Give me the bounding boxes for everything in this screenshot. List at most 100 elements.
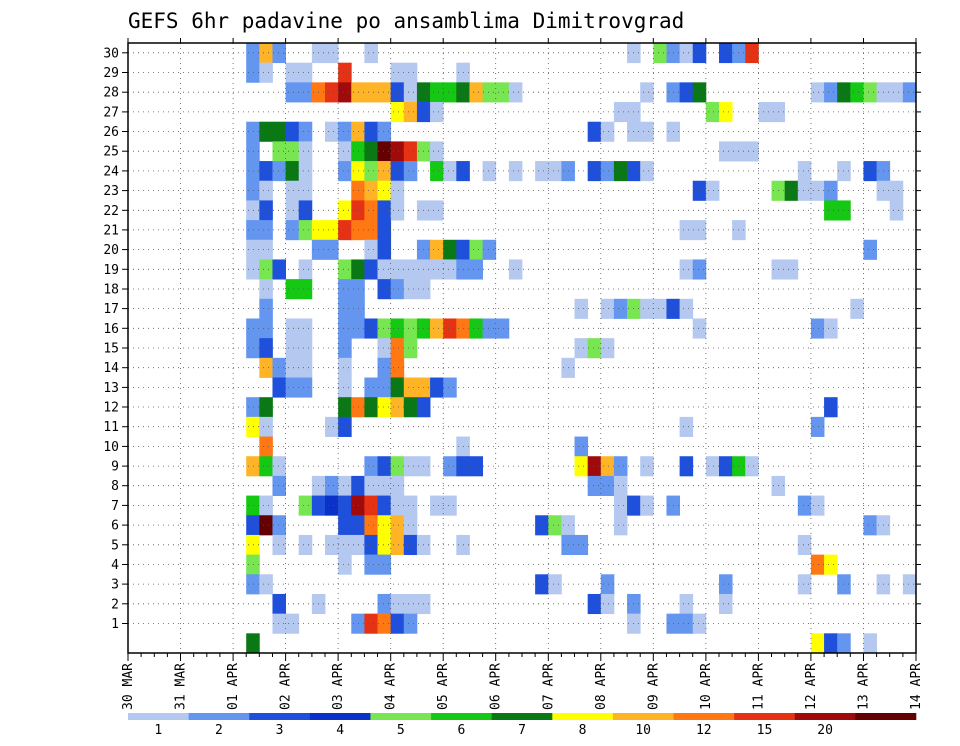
y-tick-label: 26 <box>103 125 119 140</box>
colorbar-label: 2 <box>215 723 223 738</box>
heatmap-cell <box>587 161 602 182</box>
heatmap-cell <box>574 298 589 319</box>
heatmap-cell <box>824 200 838 221</box>
colorbar-swatch <box>491 713 553 720</box>
heatmap-cell <box>679 43 694 64</box>
heatmap-cell <box>298 259 313 280</box>
chart-title: GEFS 6hr padavine po ansamblima Dimitrov… <box>128 9 684 33</box>
heatmap-cell <box>863 82 877 103</box>
heatmap-cell <box>325 239 339 260</box>
heatmap-cell <box>246 239 260 260</box>
heatmap-cell <box>600 593 615 615</box>
heatmap-cell <box>679 416 694 437</box>
colorbar-swatch <box>794 713 856 720</box>
heatmap-cell <box>600 121 615 142</box>
heatmap-cell <box>824 554 838 575</box>
colorbar-swatch <box>370 713 432 720</box>
heatmap-cell <box>298 62 313 83</box>
heatmap-cell <box>246 318 260 339</box>
heatmap-cell <box>364 318 378 339</box>
heatmap-cell <box>653 43 667 64</box>
heatmap-cell <box>443 318 457 339</box>
heatmap-cell <box>377 338 392 359</box>
heatmap-cell <box>259 259 273 280</box>
heatmap-cell <box>403 279 418 300</box>
heatmap-cell <box>574 456 589 477</box>
colorbar-label: 7 <box>518 723 526 738</box>
heatmap-cell <box>259 456 273 477</box>
colorbar-swatch <box>552 713 614 720</box>
heatmap-cell <box>298 180 313 201</box>
heatmap-cell <box>259 200 273 221</box>
heatmap-cell <box>600 456 615 477</box>
heatmap-cell <box>325 416 339 437</box>
heatmap-cell <box>338 121 352 142</box>
heatmap-cell <box>338 338 352 359</box>
heatmap-cell <box>482 161 497 182</box>
heatmap-cell <box>850 82 864 103</box>
heatmap-cell <box>272 141 286 162</box>
colorbar-swatch <box>249 713 311 720</box>
heatmap-cell <box>600 574 615 595</box>
heatmap-cell <box>338 495 352 516</box>
heatmap-cell <box>259 338 273 359</box>
heatmap-cell <box>272 534 286 556</box>
heatmap-cell <box>600 161 615 182</box>
y-tick-label: 19 <box>103 263 119 278</box>
colorbar-label: 15 <box>757 723 773 738</box>
heatmap-cell <box>285 82 300 103</box>
heatmap-cell <box>535 161 549 182</box>
heatmap-cell <box>298 82 313 103</box>
heatmap-cell <box>719 43 733 64</box>
heatmap-cell <box>824 397 838 418</box>
heatmap-cell <box>364 377 378 398</box>
heatmap-cell <box>403 397 418 418</box>
heatmap-cell <box>259 239 273 260</box>
heatmap-cell <box>377 456 392 477</box>
heatmap-cell <box>285 200 300 221</box>
heatmap-cell <box>719 593 733 615</box>
heatmap-cell <box>259 515 273 536</box>
heatmap-cell <box>377 121 392 142</box>
heatmap-cell <box>390 102 405 123</box>
y-tick-label: 25 <box>103 145 119 160</box>
heatmap-cell <box>495 82 510 103</box>
heatmap-cell <box>403 259 418 280</box>
heatmap-cell <box>889 200 904 221</box>
heatmap-cell <box>613 475 628 496</box>
heatmap-cell <box>824 82 838 103</box>
heatmap-cell <box>719 574 733 595</box>
heatmap-cell <box>863 239 877 260</box>
heatmap-cell <box>285 338 300 359</box>
heatmap-cell <box>443 82 457 103</box>
heatmap-cell <box>403 613 418 634</box>
heatmap-cell <box>377 259 392 280</box>
heatmap-cell <box>259 161 273 182</box>
y-tick-label: 29 <box>103 66 119 81</box>
heatmap-cell <box>298 318 313 339</box>
heatmap-cell <box>640 121 654 142</box>
heatmap-cell <box>377 200 392 221</box>
heatmap-cell <box>390 613 405 634</box>
x-tick-label: 11 APR <box>751 663 766 710</box>
heatmap-cell <box>325 220 339 241</box>
heatmap-cell <box>587 593 602 615</box>
heatmap-cell <box>259 279 273 300</box>
heatmap-cell <box>719 102 733 123</box>
heatmap-cell <box>679 456 694 477</box>
heatmap-cell <box>364 220 378 241</box>
heatmap-cell <box>259 220 273 241</box>
heatmap-cell <box>403 515 418 536</box>
y-tick-label: 30 <box>103 46 119 61</box>
heatmap-cell <box>338 357 352 378</box>
heatmap-cell <box>679 82 694 103</box>
y-tick-label: 21 <box>103 223 119 238</box>
heatmap-cell <box>679 298 694 319</box>
y-tick-label: 27 <box>103 105 119 120</box>
heatmap-cell <box>745 141 759 162</box>
heatmap-cell <box>482 82 497 103</box>
heatmap-cell <box>338 62 352 83</box>
heatmap-cell <box>797 161 812 182</box>
heatmap-cell <box>705 180 720 201</box>
y-tick-label: 15 <box>103 342 119 357</box>
